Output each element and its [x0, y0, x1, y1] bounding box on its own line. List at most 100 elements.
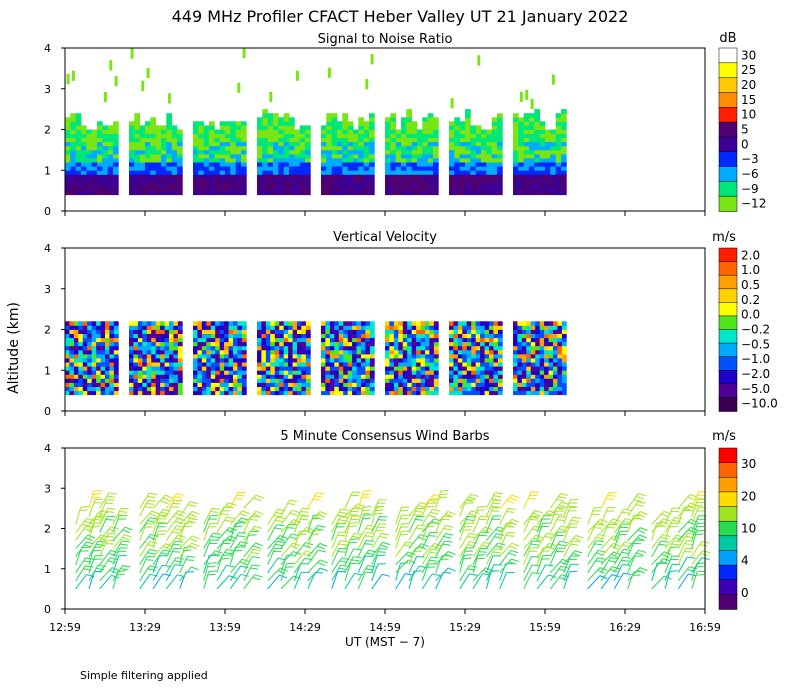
- snr-cell: [342, 117, 348, 122]
- snr-cell: [561, 141, 567, 147]
- snr-cell: [235, 186, 242, 192]
- vv-cell: [466, 362, 472, 367]
- vv-cell: [334, 362, 340, 367]
- snr-cell: [518, 178, 524, 183]
- wind-barb: [664, 564, 673, 581]
- wind-barb-flag: [622, 564, 631, 566]
- snr-cell: [411, 186, 418, 192]
- wind-barb: [472, 555, 479, 573]
- snr-cell: [465, 109, 471, 114]
- vv-cell: [535, 353, 540, 359]
- snr-cell: [390, 166, 396, 171]
- snr-cell: [145, 149, 151, 155]
- vv-cell: [493, 337, 499, 343]
- vv-cell: [356, 353, 362, 359]
- wind-barb: [499, 532, 508, 549]
- vv-cell: [484, 353, 490, 359]
- colorbar-swatch: [718, 288, 738, 304]
- wind-barb-flag: [364, 535, 373, 538]
- wind-barb: [99, 532, 110, 549]
- vv-cell: [151, 382, 156, 387]
- vv-cell: [96, 386, 101, 392]
- vv-cell: [73, 374, 79, 379]
- vv-cell: [425, 374, 430, 379]
- vv-cell: [133, 378, 139, 383]
- vv-cell: [78, 366, 84, 371]
- snr-cell: [347, 182, 354, 187]
- vv-cell: [261, 362, 267, 367]
- vv-cell: [347, 329, 353, 334]
- wind-barb-flag: [379, 548, 388, 550]
- wind-barb-flag: [448, 567, 456, 572]
- wind-barb: [459, 523, 466, 541]
- snr-cell: [145, 133, 151, 139]
- wind-barb-flag: [379, 535, 388, 539]
- vv-cell: [420, 349, 426, 355]
- snr-cell: [150, 137, 156, 143]
- snr-cell: [145, 162, 151, 167]
- snr-cell: [358, 145, 364, 151]
- snr-cell: [129, 166, 135, 171]
- snr-cell: [145, 166, 151, 171]
- vv-cell: [82, 374, 88, 379]
- snr-cell: [342, 170, 348, 175]
- colorbar-label: 1.0: [741, 263, 760, 277]
- vv-cell: [113, 333, 119, 339]
- wind-barb: [613, 518, 626, 533]
- wind-barb-flag: [303, 553, 312, 557]
- snr-cell: [385, 190, 391, 196]
- vv-cell: [283, 358, 289, 363]
- vv-cell: [219, 386, 225, 392]
- vv-cell: [91, 349, 97, 355]
- snr-cell: [331, 133, 338, 139]
- snr-cell: [214, 190, 220, 196]
- snr-cell: [459, 174, 466, 179]
- x-axis-label: UT (MST − 7): [345, 635, 425, 649]
- snr-cell: [358, 178, 364, 183]
- snr-cell: [497, 178, 503, 183]
- vv-cell: [133, 358, 139, 363]
- vv-cell: [334, 386, 340, 392]
- vv-cell: [557, 333, 563, 339]
- vv-cell: [305, 325, 311, 330]
- snr-cell: [91, 149, 98, 155]
- vv-cell: [321, 370, 326, 375]
- wind-barb: [267, 541, 278, 557]
- snr-cell: [299, 153, 306, 159]
- vv-cell: [484, 390, 490, 396]
- snr-cell: [358, 129, 364, 134]
- wind-barb-flag: [338, 519, 347, 522]
- vv-cell: [109, 321, 115, 326]
- snr-cell: [539, 178, 546, 183]
- wind-barb-flag: [477, 505, 486, 508]
- snr-cell: [235, 137, 242, 143]
- snr-cell: [518, 129, 524, 134]
- snr-cell: [326, 158, 332, 163]
- snr-cell: [278, 166, 284, 171]
- snr-cell: [422, 121, 428, 126]
- snr-cell: [331, 121, 338, 126]
- wind-barb-flag: [349, 541, 358, 544]
- vv-cell: [65, 362, 70, 367]
- snr-cell: [219, 166, 226, 171]
- snr-cell: [289, 178, 295, 183]
- vv-cell: [87, 341, 92, 347]
- snr-cell: [358, 162, 364, 167]
- snr-cell: [145, 186, 151, 192]
- wind-barb-flag: [530, 515, 539, 519]
- snr-cell: [75, 170, 82, 175]
- vv-cell: [385, 321, 390, 326]
- snr-cell: [550, 166, 556, 171]
- vv-cell: [292, 341, 298, 347]
- snr-cell: [273, 129, 279, 134]
- vv-cell: [513, 325, 518, 330]
- vv-cell: [160, 325, 165, 330]
- wind-barb-flag: [445, 553, 454, 558]
- snr-cell: [219, 170, 226, 175]
- wind-barb-flag: [432, 573, 441, 577]
- wind-barb: [677, 566, 690, 582]
- snr-cell: [491, 121, 498, 126]
- vv-cell: [457, 378, 463, 383]
- snr-cell: [70, 141, 76, 147]
- wind-barb-flag: [156, 533, 166, 536]
